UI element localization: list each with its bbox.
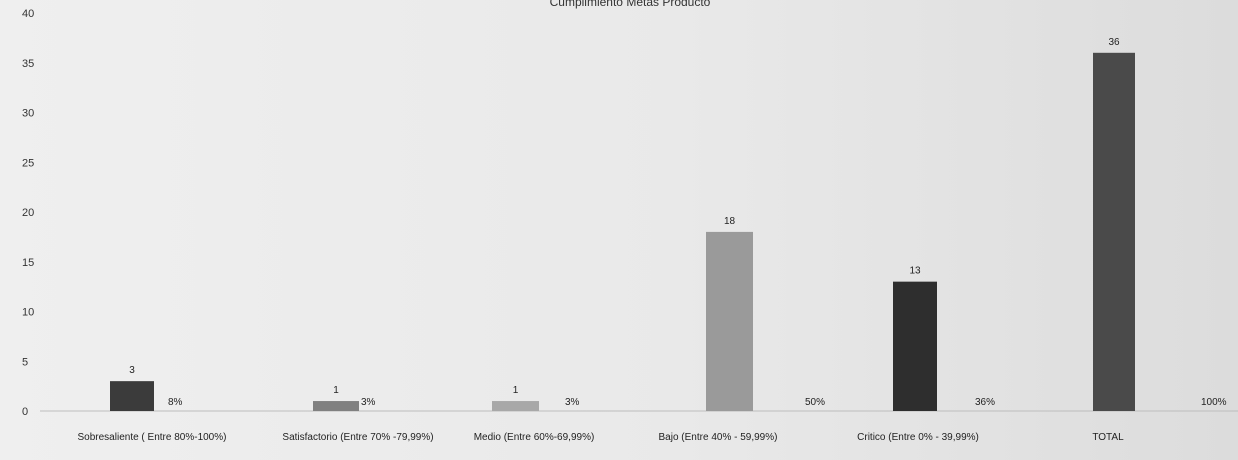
y-tick-label: 15 (22, 257, 34, 269)
bar (706, 231, 753, 411)
percent-label: 8% (168, 397, 183, 408)
value-label: 13 (909, 266, 921, 277)
category-label: Bajo (Entre 40% - 59,99%) (659, 432, 778, 443)
category-label: Sobresaliente ( Entre 80%-100%) (78, 432, 227, 443)
y-tick-label: 40 (22, 8, 34, 20)
value-label: 1 (513, 385, 519, 396)
bar (893, 281, 937, 411)
bar (110, 381, 154, 411)
bar (492, 401, 539, 411)
percent-label: 36% (975, 397, 995, 408)
y-tick-label: 10 (22, 307, 34, 319)
value-label: 3 (129, 365, 135, 376)
value-label: 36 (1108, 37, 1120, 48)
percent-label: 3% (361, 397, 376, 408)
bar (1093, 52, 1135, 412)
percent-label: 100% (1201, 397, 1227, 408)
y-axis: 0 5 10 15 20 25 30 35 40 (22, 8, 34, 418)
category-label: Medio (Entre 60%-69,99%) (474, 432, 595, 443)
y-tick-label: 20 (22, 207, 34, 219)
bar (313, 401, 359, 411)
y-tick-label: 30 (22, 108, 34, 120)
chart-title: Cumplimiento Metas Producto (550, 0, 711, 9)
category-label: Critico (Entre 0% - 39,99%) (857, 432, 979, 443)
category-label: Satisfactorio (Entre 70% -79,99%) (282, 432, 433, 443)
y-tick-label: 25 (22, 157, 34, 169)
y-tick-label: 0 (22, 406, 28, 418)
percent-label: 50% (805, 397, 825, 408)
value-label: 18 (724, 216, 736, 227)
bars-group (110, 52, 1135, 412)
y-tick-label: 35 (22, 58, 34, 70)
y-tick-label: 5 (22, 356, 28, 368)
value-label: 1 (333, 385, 339, 396)
percent-label: 3% (565, 397, 580, 408)
labels-group: 3 8% Sobresaliente ( Entre 80%-100%) 1 3% Sat… (78, 37, 1227, 443)
category-label: TOTAL (1092, 432, 1124, 443)
